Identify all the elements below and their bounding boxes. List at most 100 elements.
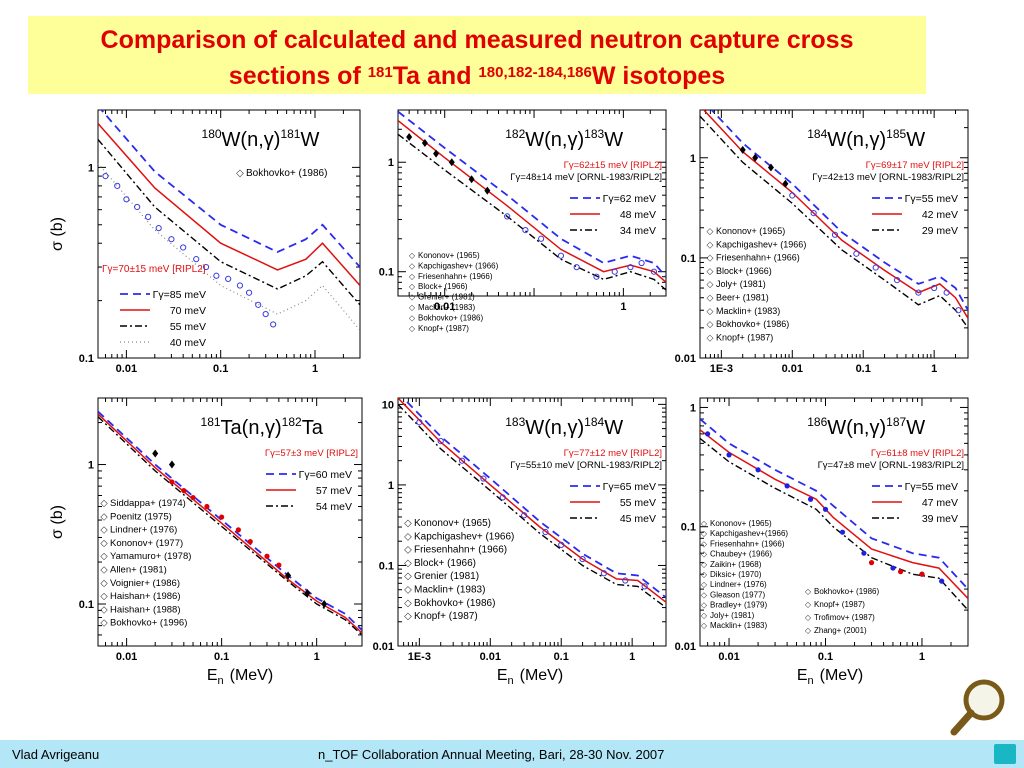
x-tick-label: 0.01: [480, 651, 501, 663]
x-axis-label-unit: (MeV): [520, 667, 564, 684]
legend-data-label: Diksic+ (1970): [710, 570, 762, 579]
data-point: [168, 460, 175, 469]
data-point: [193, 256, 200, 263]
legend-data-label: Block+ (1966): [716, 266, 772, 276]
curve-55-meV: [700, 418, 968, 590]
title-line-1: Comparison of calculated and measured ne…: [100, 26, 854, 54]
legend-data-label: Knopf+ (1987): [716, 332, 773, 342]
ornl-annotation: Γγ=55±10 meV [ORNL-1983/RIPL2]: [510, 460, 662, 471]
legend-marker-icon: ◇: [701, 550, 708, 559]
legend-data-label: Macklin+ (1983): [716, 306, 780, 316]
legend-data-label: Macklin+ (1983): [414, 585, 485, 596]
x-axis-label: En (MeV): [797, 667, 863, 687]
legend-curve-label: 70 meV: [170, 305, 206, 317]
y-tick-label: 1: [88, 460, 94, 472]
next-slide-button[interactable]: [994, 744, 1016, 764]
chart-title: 181Ta(n,γ)182Ta: [201, 415, 324, 439]
chart-panel-w180: 0.01 0.1 1 0.1 1 180W(n,γ)181W Γγ=70±15 meV [R…: [79, 109, 361, 375]
y-tick-label: 0.1: [681, 522, 696, 534]
legend-marker-icon: ◇: [707, 279, 714, 289]
data-point: [853, 250, 860, 257]
data-point: [839, 529, 846, 535]
chart-title: 183W(n,γ)184W: [505, 415, 623, 439]
curve-42-meV: [702, 110, 968, 319]
chart-title: 186W(n,γ)187W: [807, 415, 925, 439]
legend-marker-icon: ◇: [404, 571, 412, 582]
chart-title-post: 182: [282, 415, 302, 429]
legend-data-label: Yamamuro+ (1978): [110, 551, 191, 562]
data-point: [919, 571, 925, 577]
data-point: [152, 449, 159, 458]
data-point: [255, 301, 262, 308]
title-line-2: sections of 181Ta and 180,182-184,186W i…: [28, 60, 926, 93]
legend-marker-icon: ◇: [404, 545, 412, 556]
legend-curve-label: 42 meV: [922, 209, 958, 221]
curve-62-meV: [398, 110, 666, 278]
data-point: [433, 149, 440, 158]
ripl-annotation: Γγ=77±12 meV [RIPL2]: [564, 448, 662, 459]
legend-curve-label: 55 meV: [170, 321, 206, 333]
x-axis-label-sub: n: [807, 675, 813, 687]
x-tick-label: 1E-3: [710, 363, 733, 375]
legend-marker-icon: ◇: [100, 578, 108, 589]
x-tick-label: 0.1: [856, 363, 871, 375]
legend-curve-label: 47 meV: [922, 497, 958, 509]
legend-marker-icon: ◇: [707, 239, 714, 249]
x-tick-label: 1: [312, 363, 318, 375]
legend-data-label: Macklin+ (1983): [418, 303, 475, 312]
legend-marker-icon: ◇: [409, 261, 416, 270]
data-point: [767, 163, 774, 172]
chart-title-main: W(n,γ): [222, 129, 281, 151]
legend-curve-label: Γγ=85 meV: [153, 289, 206, 301]
data-point: [270, 321, 277, 328]
legend-data-label: Haishan+ (1986): [110, 591, 181, 602]
title-text: Ta and: [392, 62, 479, 90]
y-tick-label: 0.01: [675, 353, 696, 365]
data-point: [810, 210, 817, 217]
curve-70-meV: [98, 123, 360, 286]
y-tick-label: 0.1: [379, 267, 394, 279]
legend-data-label: Joly+ (1981): [716, 279, 766, 289]
legend-curve-label: 54 meV: [316, 501, 352, 513]
data-point: [448, 158, 455, 167]
x-axis-label-sub: n: [217, 675, 223, 687]
legend-data-label: Kapchigashev+ (1966): [418, 261, 499, 270]
data-point: [406, 133, 413, 142]
x-axis-label-sub: n: [507, 675, 513, 687]
chart-title: 180W(n,γ)181W: [202, 127, 320, 151]
x-axis-label-unit: (MeV): [230, 667, 274, 684]
legend-marker-icon: ◇: [404, 585, 412, 596]
data-point: [782, 179, 789, 188]
chart-title-post: 184: [584, 415, 604, 429]
chart-title-tail: Ta: [302, 417, 324, 439]
footer-bar: Vlad Avrigeanu n_TOF Collaboration Annua…: [0, 740, 1024, 768]
legend-data-label: Trofimov+ (1987): [814, 613, 875, 622]
data-point: [235, 527, 241, 533]
legend-data-label: Chaubey+ (1966): [710, 550, 772, 559]
magnifier-icon[interactable]: [948, 676, 1018, 738]
y-tick-label: 1: [690, 153, 696, 165]
legend-curve-label: 48 meV: [620, 209, 656, 221]
legend-marker-icon: ◇: [409, 313, 416, 322]
legend-curve-label: 45 meV: [620, 513, 656, 525]
legend-marker-icon: ◇: [100, 604, 108, 615]
x-tick-label: 0.01: [718, 651, 739, 663]
legend-data-label: Lindner+ (1976): [110, 525, 177, 536]
legend-data-label: Kononov+ (1977): [110, 538, 183, 549]
chart-title-pre: 184: [807, 127, 827, 141]
legend-data-label: Knopf+ (1987): [814, 600, 865, 609]
legend-data-label: Block+ (1966): [418, 282, 468, 291]
data-point: [943, 289, 950, 296]
data-point: [861, 550, 867, 556]
data-point: [247, 539, 253, 545]
y-tick-label: 1: [88, 162, 94, 174]
data-point: [705, 431, 711, 437]
data-point: [939, 578, 945, 584]
legend-data-label: Bradley+ (1979): [710, 601, 767, 610]
legend-marker-icon: ◇: [100, 618, 108, 629]
y-tick-label: 1: [388, 480, 394, 492]
legend-data-label: Joly+ (1981): [710, 611, 755, 620]
legend-data-label: Bokhovko+ (1986): [814, 587, 879, 596]
curve-55-meV: [98, 139, 360, 306]
